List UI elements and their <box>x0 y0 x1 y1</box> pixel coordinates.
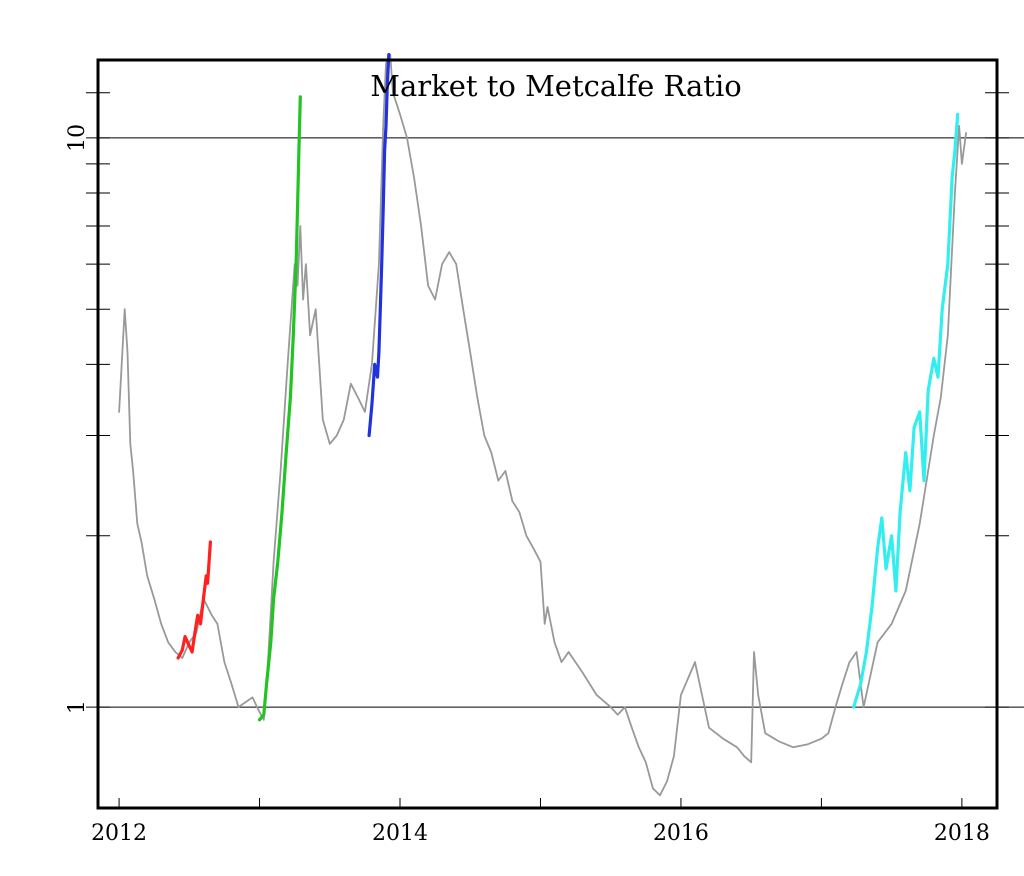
axes: 1 10 2012 2014 2016 2018 <box>65 92 1009 846</box>
x-tick-label-2012: 2012 <box>91 821 147 846</box>
x-tick-label-2018: 2018 <box>934 821 990 846</box>
y-tick-label-10: 10 <box>65 124 90 152</box>
series-line-rise-2012 <box>176 540 212 660</box>
reference-lines <box>98 137 1024 708</box>
x-tick-label-2014: 2014 <box>372 821 428 846</box>
plot-frame <box>96 58 999 810</box>
chart-title: Market to Metcalfe Ratio <box>370 69 741 103</box>
series-line-rise-2017 <box>852 112 960 709</box>
series-line-ratio <box>118 53 967 797</box>
y-tick-label-1: 1 <box>65 700 90 714</box>
series-line-rise-2013 <box>257 95 302 722</box>
series-line-rise-2013b <box>367 52 391 438</box>
x-tick-label-2016: 2016 <box>653 821 709 846</box>
series-layer <box>118 52 967 797</box>
